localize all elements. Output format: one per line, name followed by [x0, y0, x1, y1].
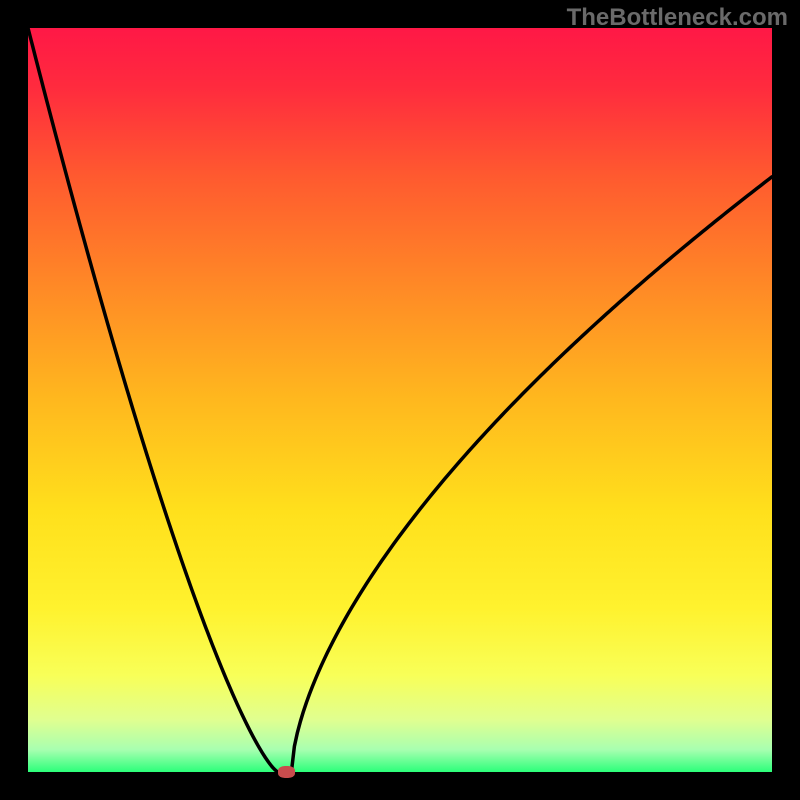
plot-area: [28, 28, 772, 772]
watermark-text: TheBottleneck.com: [567, 4, 788, 32]
chart-container: TheBottleneck.com: [0, 0, 800, 800]
valley-marker: [278, 766, 295, 778]
